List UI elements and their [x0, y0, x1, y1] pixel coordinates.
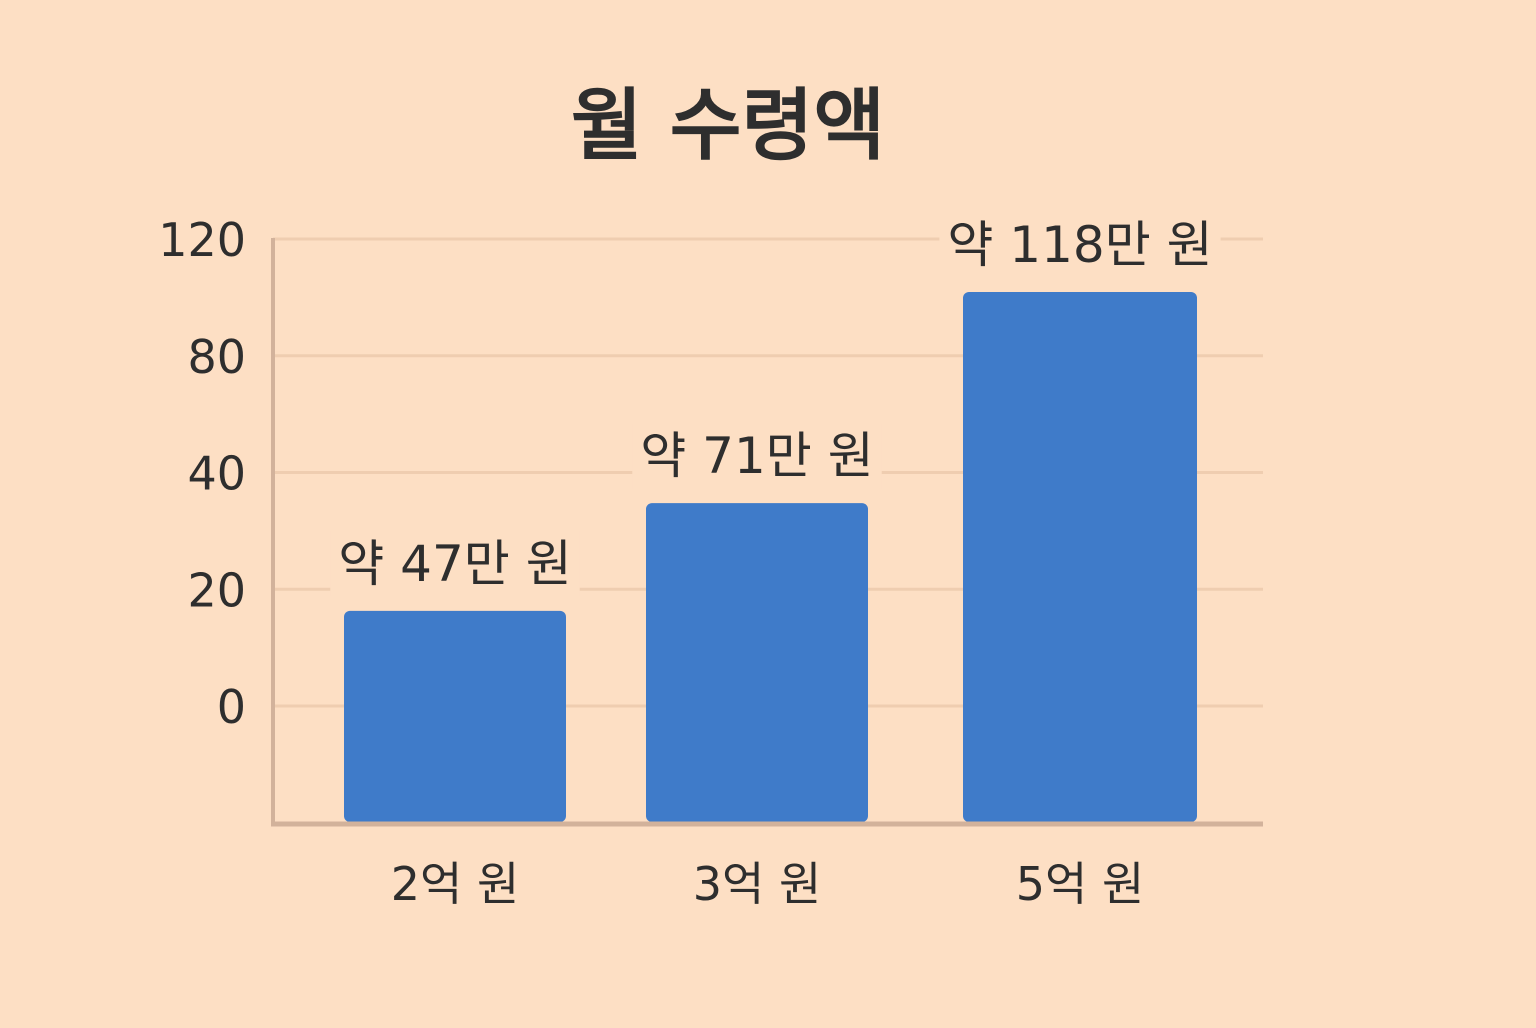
x-category-label: 3억 원 [693, 857, 822, 911]
y-tick-label: 20 [187, 563, 246, 617]
y-axis-ticks: 0 20 40 80 120 [158, 213, 246, 734]
y-tick-label: 80 [187, 330, 246, 384]
bar-value-label-backdrop [330, 530, 580, 597]
bar [963, 292, 1197, 822]
x-axis-labels: 2억 원 3억 원 5억 원 [391, 857, 1145, 911]
y-tick-label: 40 [187, 447, 246, 501]
data-labels: 약 47만 원 약 71만 원 약 118만 원 [330, 212, 1221, 597]
bar-value-label: 약 47만 원 [338, 535, 571, 593]
bar [344, 610, 566, 822]
bars [344, 292, 1197, 822]
bar-value-label: 약 118만 원 [947, 216, 1212, 274]
chart-title: 월 수령액 [571, 81, 885, 171]
bar-value-label: 약 71만 원 [640, 427, 873, 485]
bar [646, 503, 868, 822]
x-category-label: 2억 원 [391, 857, 520, 911]
y-tick-label: 0 [217, 680, 246, 734]
y-tick-label: 120 [158, 213, 246, 267]
bar-value-label-backdrop [939, 212, 1221, 278]
bar-value-label-backdrop [632, 423, 882, 490]
x-category-label: 5억 원 [1016, 857, 1145, 911]
